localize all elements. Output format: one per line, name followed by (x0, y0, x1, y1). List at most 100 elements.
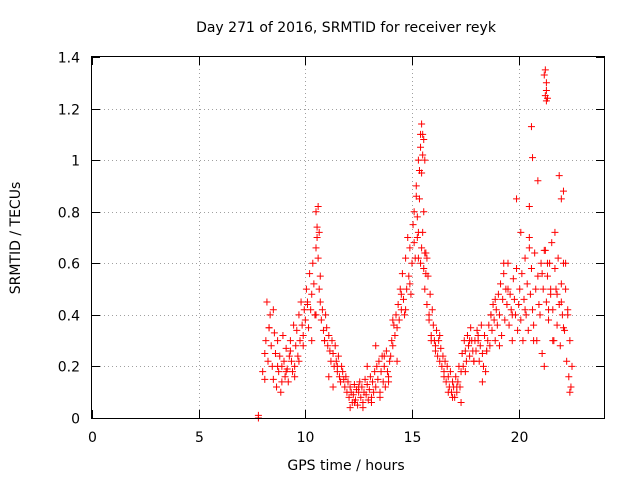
data-point (485, 321, 493, 329)
data-point (292, 342, 300, 350)
data-point (373, 362, 381, 370)
data-point (417, 259, 425, 267)
data-point (318, 306, 326, 314)
data-point (486, 342, 494, 350)
y-tick-label: 0.2 (58, 360, 80, 376)
data-point (299, 331, 307, 339)
data-point (273, 383, 281, 391)
data-point (454, 378, 462, 386)
data-point (444, 388, 452, 396)
data-point (442, 378, 450, 386)
data-point (410, 239, 418, 247)
data-point (302, 285, 310, 293)
data-point (446, 368, 454, 376)
data-point (420, 136, 428, 144)
data-point (267, 342, 275, 350)
data-point (309, 259, 317, 267)
data-point (461, 368, 469, 376)
data-point (315, 228, 323, 236)
data-point (525, 203, 533, 211)
data-point (520, 295, 528, 303)
data-point (566, 388, 574, 396)
data-point (418, 120, 426, 128)
data-point (435, 337, 443, 345)
data-point (303, 298, 311, 306)
data-point (494, 290, 502, 298)
data-point (261, 375, 269, 383)
data-point (478, 378, 486, 386)
data-point (363, 380, 371, 388)
y-tick-label: 1 (71, 154, 80, 170)
data-point (553, 321, 561, 329)
data-point (467, 324, 475, 332)
data-point (421, 285, 429, 293)
data-point (472, 347, 480, 355)
data-point (563, 357, 571, 365)
data-point (513, 264, 521, 272)
data-point (361, 375, 369, 383)
data-point (500, 270, 508, 278)
data-point (413, 213, 421, 221)
data-point (332, 357, 340, 365)
data-point (345, 393, 353, 401)
data-point (399, 295, 407, 303)
x-tick-label: 0 (88, 430, 97, 446)
data-point (477, 321, 485, 329)
data-point (405, 272, 413, 280)
data-point (527, 264, 535, 272)
data-point (269, 306, 277, 314)
data-point (521, 306, 529, 314)
data-point (479, 362, 487, 370)
data-point (315, 285, 323, 293)
data-point (396, 285, 404, 293)
data-point (312, 311, 320, 319)
data-point (420, 264, 428, 272)
data-point (325, 373, 333, 381)
data-point (372, 383, 380, 391)
data-point (515, 301, 523, 309)
data-point (398, 270, 406, 278)
data-point (393, 324, 401, 332)
data-point (266, 311, 274, 319)
y-tick-labels: 0 0.2 0.4 0.6 0.8 1 1.2 1.4 (58, 51, 80, 428)
data-point (487, 311, 495, 319)
data-point (290, 321, 298, 329)
data-point (282, 344, 290, 352)
x-tick-label: 5 (195, 430, 204, 446)
data-point (462, 357, 470, 365)
data-point (389, 342, 397, 350)
data-point (367, 399, 375, 407)
data-point (556, 342, 564, 350)
data-point (323, 324, 331, 332)
data-point (538, 270, 546, 278)
data-point (402, 306, 410, 314)
data-point (548, 239, 556, 247)
data-point (407, 290, 415, 298)
data-point (371, 368, 379, 376)
data-point (271, 350, 279, 358)
data-point (418, 244, 426, 252)
data-point (317, 316, 325, 324)
x-tick-labels: 0 5 10 15 20 (88, 430, 528, 446)
data-point (557, 298, 565, 306)
data-point (482, 368, 490, 376)
data-point (325, 331, 333, 339)
data-point (393, 357, 401, 365)
data-point (342, 373, 350, 381)
data-point (397, 290, 405, 298)
data-point (457, 399, 465, 407)
data-point (370, 388, 378, 396)
data-point (357, 393, 365, 401)
data-point (530, 337, 538, 345)
y-axis-label: SRMTID / TECUs (8, 182, 24, 295)
data-point (529, 306, 537, 314)
data-point (254, 411, 262, 419)
data-point (449, 393, 457, 401)
data-point (263, 298, 271, 306)
data-point (333, 362, 341, 370)
data-point (282, 368, 290, 376)
data-point (491, 295, 499, 303)
data-point (369, 378, 377, 386)
data-point (491, 337, 499, 345)
